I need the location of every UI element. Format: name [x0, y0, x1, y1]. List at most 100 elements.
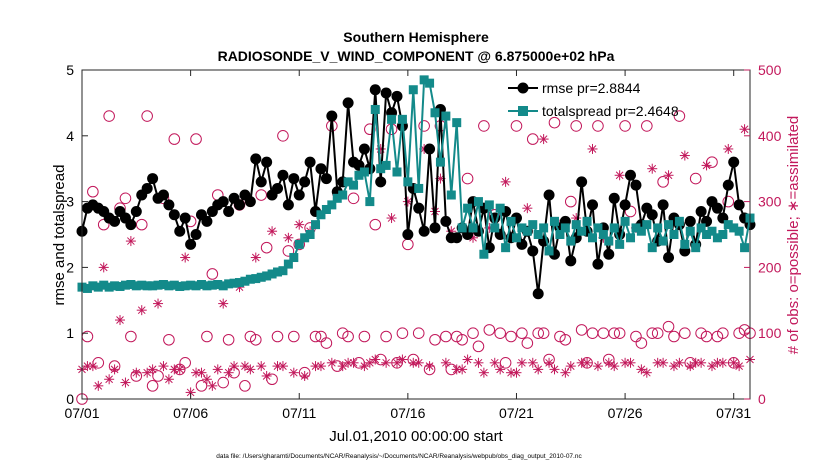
- assimilated-obs-point: [609, 361, 620, 372]
- rmse-point: [429, 222, 441, 234]
- rmse-point: [532, 288, 544, 300]
- possible-obs-point: [608, 327, 621, 340]
- rmse-point: [163, 199, 175, 211]
- possible-obs-point: [689, 172, 702, 185]
- rmse-point: [223, 205, 235, 217]
- totalspread-point: [82, 283, 92, 293]
- possible-obs-point: [217, 376, 230, 389]
- y-left-tick-label: 4: [66, 128, 74, 144]
- y-left-tick-label: 5: [66, 62, 74, 78]
- totalspread-point: [604, 236, 614, 246]
- rmse-point: [255, 176, 267, 188]
- assimilated-obs-point: [288, 367, 299, 378]
- totalspread-point: [332, 193, 342, 203]
- assimilated-obs-point: [679, 150, 690, 161]
- totalspread-point: [131, 281, 141, 291]
- assimilated-obs-point: [495, 364, 506, 375]
- possible-obs-point: [592, 120, 604, 132]
- x-tick-label: 07/21: [499, 405, 534, 421]
- legend-rmse-label: rmse pr=2.8844: [542, 80, 641, 96]
- assimilated-obs-point: [315, 361, 326, 372]
- x-tick-label: 07/01: [64, 405, 99, 421]
- rmse-point: [261, 156, 273, 168]
- totalspread-point: [278, 266, 288, 276]
- assimilated-obs-point: [636, 364, 647, 375]
- assimilated-obs-point: [239, 361, 250, 372]
- assimilated-obs-point: [549, 364, 560, 375]
- assimilated-obs-point: [299, 370, 310, 381]
- totalspread-point: [511, 233, 521, 243]
- possible-obs-point: [347, 192, 360, 205]
- possible-obs-point: [510, 120, 523, 132]
- totalspread-point: [425, 78, 435, 88]
- totalspread-point: [392, 167, 402, 177]
- assimilated-obs-point: [136, 305, 147, 316]
- possible-obs-point: [668, 330, 680, 343]
- possible-obs-point: [673, 110, 686, 122]
- totalspread-point: [300, 233, 310, 243]
- assimilated-obs-point: [174, 364, 185, 375]
- assimilated-obs-point: [544, 357, 555, 368]
- possible-obs-point: [613, 327, 626, 340]
- assimilated-obs-point: [218, 298, 229, 309]
- y-right-tick-label: 200: [758, 259, 782, 275]
- assimilated-obs-point: [294, 219, 305, 230]
- rmse-point: [109, 215, 121, 227]
- rmse-point: [282, 199, 294, 211]
- totalspread-point: [126, 280, 136, 290]
- possible-obs-point: [570, 120, 583, 132]
- totalspread-point: [615, 239, 625, 249]
- possible-obs-point: [369, 218, 382, 231]
- totalspread-point: [533, 230, 543, 239]
- totalspread-point: [305, 230, 315, 239]
- totalspread-point: [327, 200, 337, 210]
- assimilated-obs-point: [516, 357, 527, 368]
- totalspread-point: [207, 280, 217, 290]
- rmse-point: [304, 156, 316, 168]
- totalspread-point: [528, 220, 538, 230]
- rmse-point: [315, 163, 327, 175]
- rmse-point: [646, 209, 658, 221]
- rmse-point: [288, 173, 300, 185]
- y-left-tick-label: 0: [66, 391, 74, 407]
- assimilated-obs-point: [381, 357, 392, 368]
- totalspread-point: [321, 204, 331, 214]
- rmse-point: [233, 199, 245, 211]
- assimilated-obs-point: [462, 354, 473, 365]
- totalspread-point: [148, 281, 158, 291]
- totalspread-point: [213, 280, 223, 290]
- assimilated-obs-point: [533, 364, 544, 375]
- totalspread-point: [175, 281, 185, 291]
- possible-obs-point: [277, 130, 289, 142]
- totalspread-point: [718, 230, 728, 239]
- assimilated-obs-point: [663, 170, 674, 181]
- totalspread-point: [577, 226, 587, 236]
- totalspread-point: [495, 203, 505, 213]
- assimilated-obs-point: [424, 361, 435, 372]
- rmse-point: [630, 179, 642, 191]
- possible-obs-point: [662, 320, 675, 333]
- totalspread-point: [522, 226, 532, 236]
- y-right-tick-label: 400: [758, 128, 782, 144]
- rmse-point: [326, 110, 338, 122]
- totalspread-point: [370, 104, 380, 114]
- totalspread-point: [365, 197, 375, 207]
- possible-obs-point: [125, 330, 137, 343]
- legend-spread-label: totalspread pr=2.4648: [542, 103, 679, 119]
- rmse-point: [657, 199, 669, 211]
- assimilated-obs-point: [207, 380, 218, 391]
- rmse-point: [608, 192, 620, 204]
- totalspread-point: [186, 280, 196, 290]
- assimilated-obs-point: [359, 361, 370, 372]
- possible-obs-point: [505, 330, 517, 343]
- assimilated-obs-point: [120, 377, 131, 388]
- totalspread-point: [620, 216, 630, 226]
- assimilated-obs-point: [723, 143, 734, 154]
- y-axis-right-label: # of obs: o=possible; ∗=assimilated: [785, 116, 802, 355]
- assimilated-obs-point: [196, 367, 207, 378]
- possible-obs-point: [418, 120, 430, 132]
- totalspread-point: [729, 223, 739, 233]
- possible-obs-point: [722, 195, 735, 208]
- rmse-point: [440, 215, 452, 227]
- possible-obs-point: [358, 330, 371, 343]
